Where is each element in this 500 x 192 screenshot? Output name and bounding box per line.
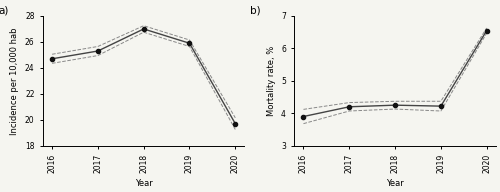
Y-axis label: Incidence per 10,000 hab: Incidence per 10,000 hab — [10, 27, 20, 135]
Text: a): a) — [0, 6, 9, 16]
Text: b): b) — [250, 6, 260, 16]
X-axis label: Year: Year — [135, 179, 152, 188]
Y-axis label: Mortality rate, %: Mortality rate, % — [266, 46, 276, 116]
X-axis label: Year: Year — [386, 179, 404, 188]
